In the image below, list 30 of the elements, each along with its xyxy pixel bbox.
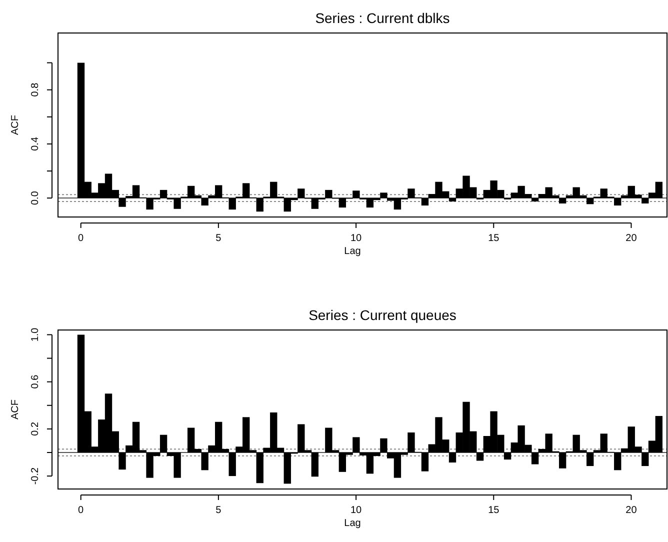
x-tick-label: 0 (78, 505, 84, 516)
y-tick-label: 0.6 (30, 374, 41, 389)
y-tick-label: 0.4 (30, 136, 41, 151)
x-tick-label: 5 (216, 505, 222, 516)
y-tick-label: 1.0 (30, 327, 41, 342)
x-tick-label: 15 (488, 233, 500, 244)
bar (448, 452, 456, 462)
bar (448, 198, 456, 202)
bar (421, 452, 429, 472)
x-tick-label: 10 (350, 233, 362, 244)
bar (311, 452, 318, 477)
chart-title: Series : Current queues (308, 307, 456, 323)
bar (504, 452, 512, 460)
bar (421, 198, 429, 206)
chart-title: Series : Current dblks (315, 10, 450, 26)
x-tick-label: 15 (488, 505, 500, 516)
y-tick-label: 0.0 (30, 190, 41, 206)
y-tick-label: 0.2 (30, 422, 41, 436)
y-axis-title: ACF (10, 115, 21, 135)
x-tick-label: 0 (78, 233, 84, 244)
y-axis-title: ACF (10, 400, 21, 420)
bar (476, 452, 484, 461)
y-tick-label: -0.2 (30, 466, 41, 485)
x-axis-title: Lag (344, 518, 361, 529)
x-tick-label: 5 (216, 233, 222, 244)
x-tick-label: 10 (350, 505, 362, 516)
y-tick-label: 0.8 (30, 82, 41, 97)
x-tick-label: 20 (626, 233, 638, 244)
x-tick-label: 20 (626, 505, 638, 516)
x-axis-title: Lag (344, 246, 361, 257)
